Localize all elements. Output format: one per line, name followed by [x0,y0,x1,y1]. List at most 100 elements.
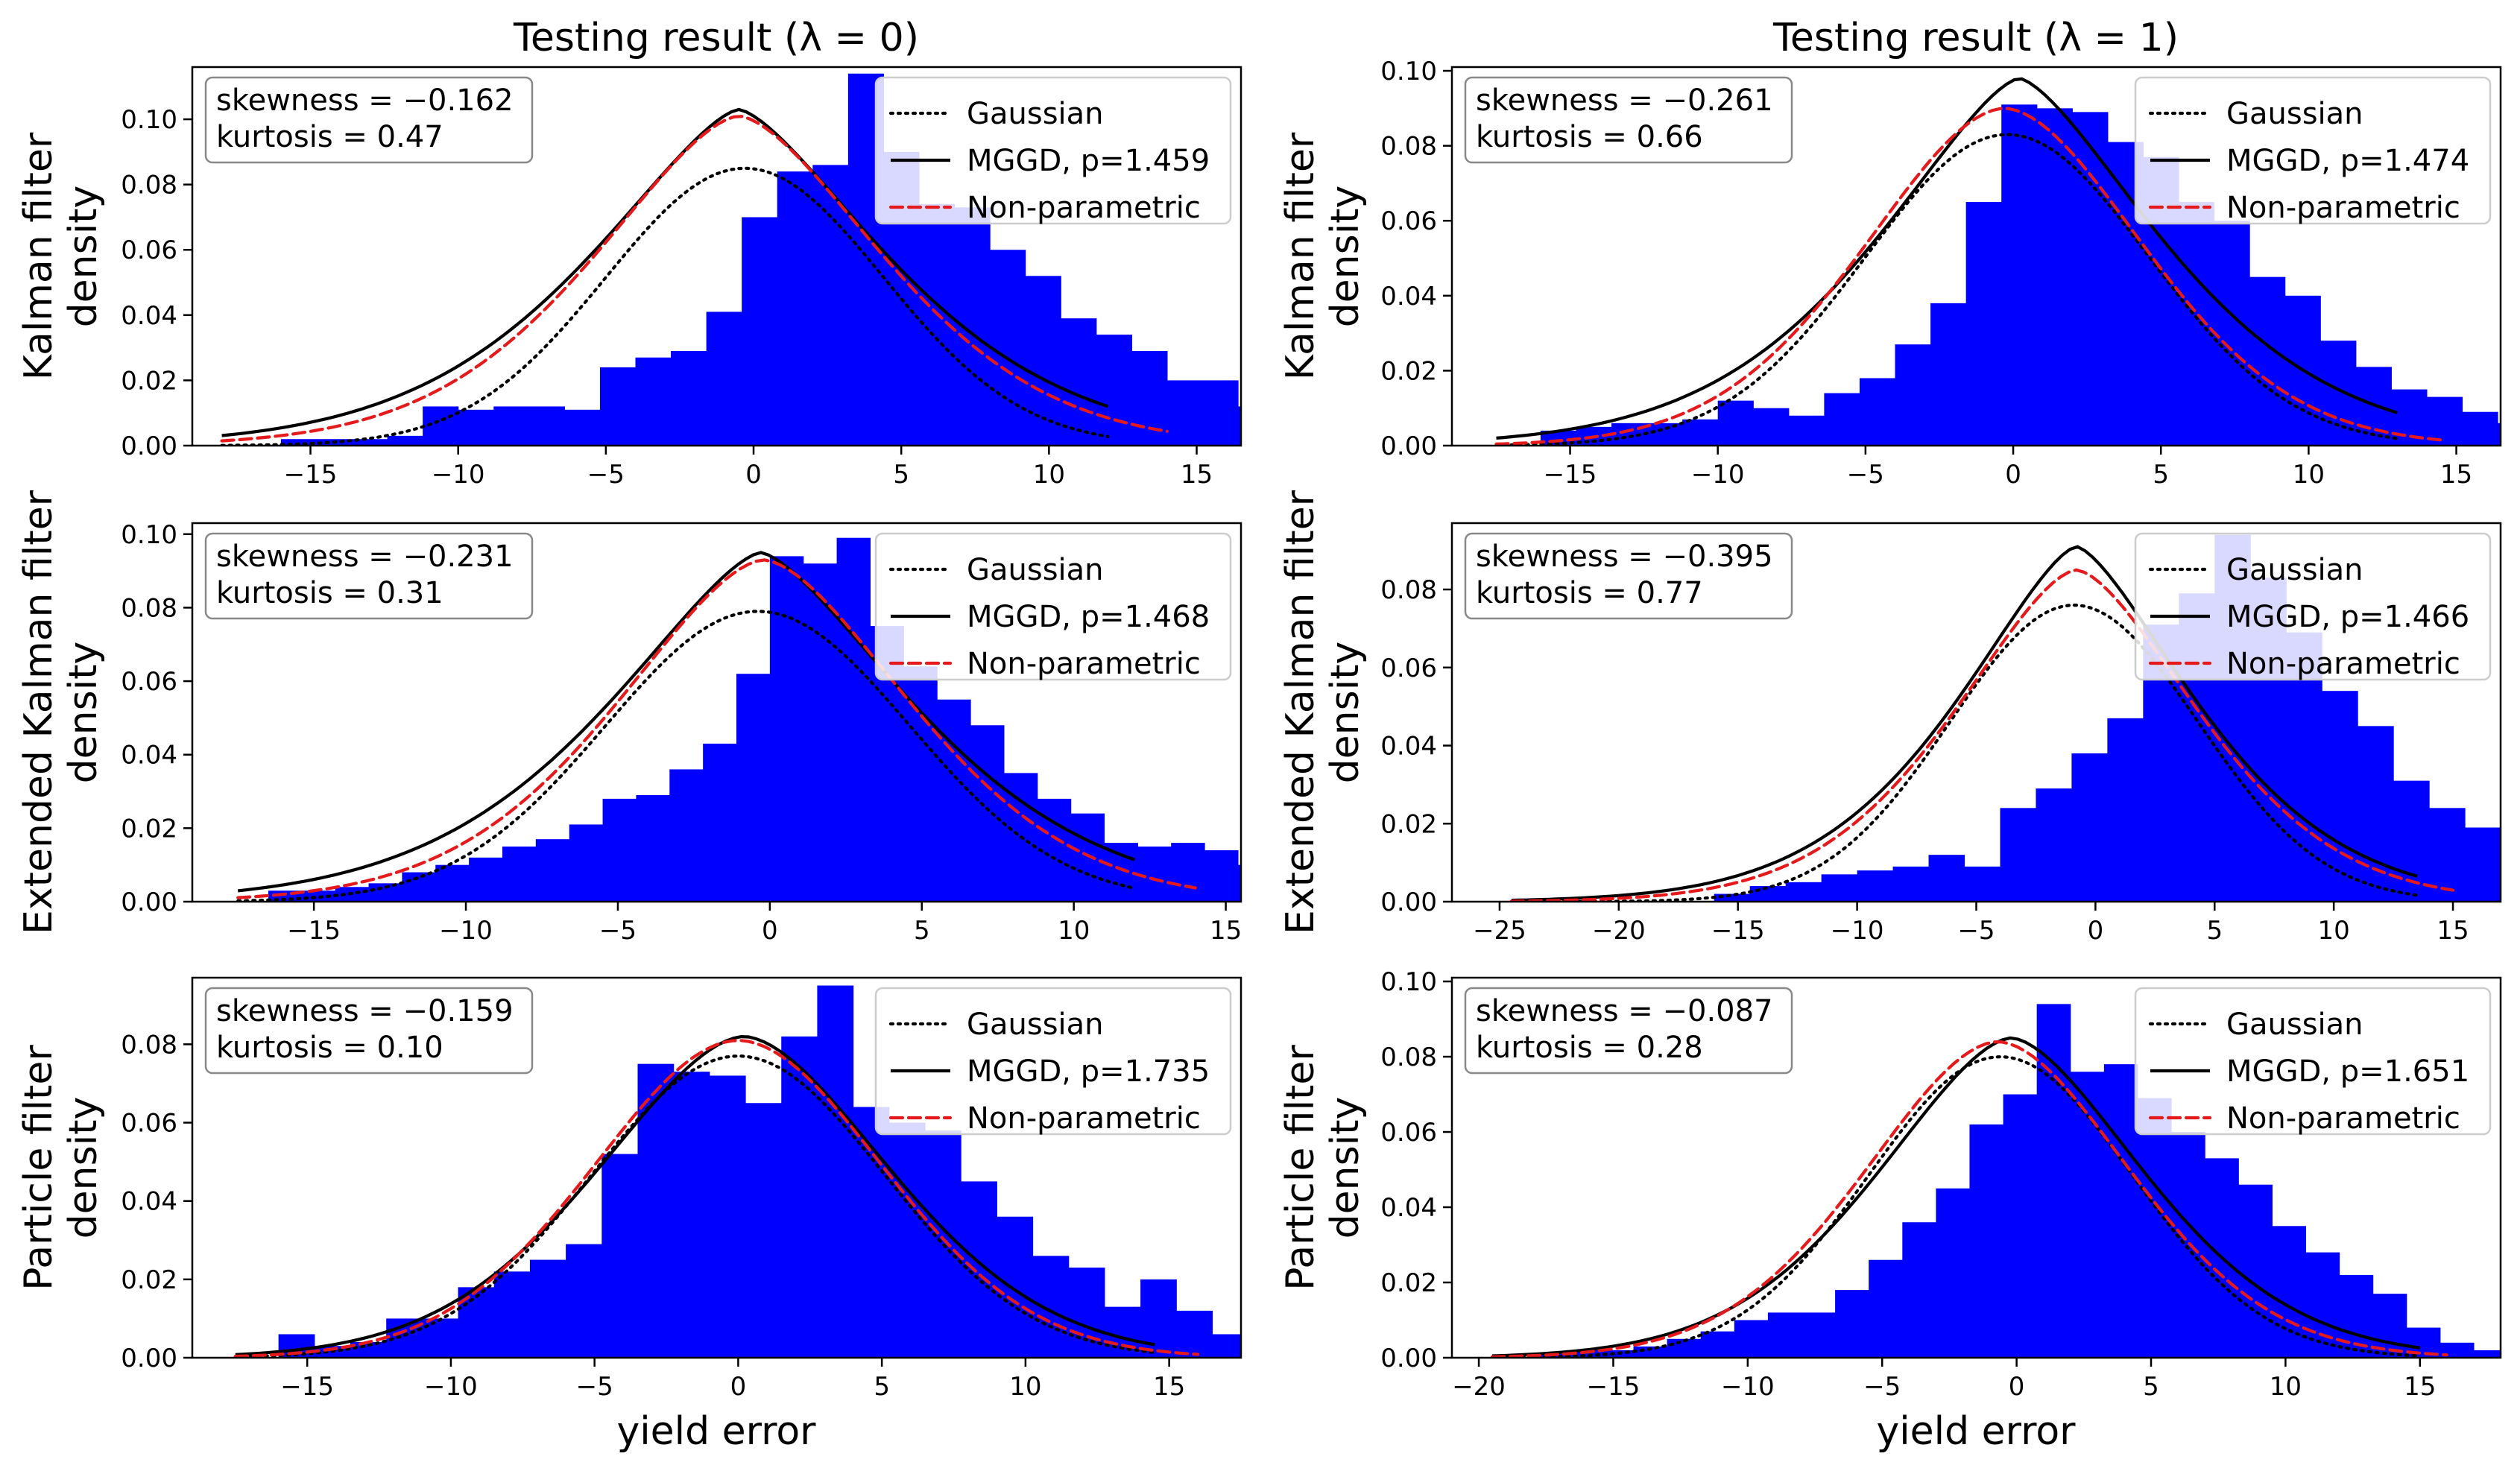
hist-bar [599,367,637,446]
hist-bar [493,1271,531,1358]
legend-gaussian-label: Gaussian [967,1007,1104,1042]
x-tick-label: −5 [599,916,637,946]
hist-bar [435,864,470,902]
legend: Gaussian MGGD, p=1.466 Non-parametric [2134,532,2492,681]
hist-bar [709,1075,746,1358]
hist-bar [2036,788,2073,902]
hist-bar [636,794,670,902]
y-axis-label-line1: Kalman filter [16,132,61,380]
hist-bar [2465,827,2501,902]
legend: Gaussian MGGD, p=1.735 Non-parametric [874,987,1232,1136]
y-axis-label-line2: density [61,1097,106,1239]
y-tick-label: 0.02 [121,1265,177,1295]
hist-bar [1824,393,1860,446]
hist-bar [1717,400,1754,446]
hist-bar [2498,423,2501,446]
hist-bar [1096,335,1132,446]
nonparam-line [236,558,1197,899]
legend-frame [2134,76,2492,225]
stats-box-frame [204,76,534,164]
y-tick-label: 0.02 [121,366,177,396]
y-tick-label: 0.08 [121,1030,177,1060]
hist-bar [2426,396,2463,446]
x-tick-label: −25 [1473,916,1526,946]
y-axis-label-line2: density [61,642,106,784]
x-tick-label: −15 [284,460,338,490]
hist-bar [387,435,423,446]
hist-bar [1140,1279,1177,1358]
legend-mggd-label: MGGD, p=1.651 [2226,1054,2469,1089]
hist-bar [1895,344,1931,446]
x-tick-label: 15 [1210,916,1242,946]
hist-bar [671,351,707,446]
hist-bar [564,409,601,446]
hist-bar [937,699,971,902]
hist-bar [903,666,938,902]
hist-bar [2473,1350,2501,1358]
x-tick-label: 10 [1058,916,1090,946]
hist-bar [2322,691,2358,902]
hist-bar [535,839,570,902]
legend: Gaussian MGGD, p=1.459 Non-parametric [874,76,1232,225]
kurtosis-text: kurtosis = 0.47 [216,120,443,154]
hist-bar [812,165,849,446]
column-title-right: Testing result (λ = 1) [1772,16,2179,60]
hist-bar [1238,406,1241,446]
y-tick-label: 0.02 [1380,356,1437,386]
hist-bar [669,769,704,902]
hist-bar [1025,276,1061,446]
y-tick-label: 0.08 [1380,1043,1437,1072]
legend-mggd-label: MGGD, p=1.459 [967,144,1210,178]
legend: Gaussian MGGD, p=1.474 Non-parametric [2134,76,2492,225]
stats-box-frame [1464,532,1793,620]
hist-bar [2238,1184,2273,1358]
hist-bar [350,1341,387,1358]
x-tick-label: 15 [2440,460,2472,490]
hist-bar [2501,851,2520,902]
hist-bar [1274,420,1310,446]
hist-bar [1785,882,1822,902]
legend-gaussian-label: Gaussian [967,97,1104,131]
nonparam-line [1491,1040,2448,1358]
y-axis-label-line1: Particle filter [1278,1045,1323,1291]
hist-bar [2305,1252,2340,1358]
hist-bar [1284,1350,1321,1358]
y-axis-label-line2: density [1323,642,1368,784]
mggd-line [1492,1036,2421,1358]
skewness-text: skewness = −0.231 [216,540,514,574]
legend-nonparam-label: Non-parametric [2226,191,2460,225]
hist-bar [2137,1098,2172,1358]
hist-bar [1930,303,1967,446]
hist-bar [961,1181,997,1358]
hist-bar [970,725,1005,902]
panel-3: −15 −10 −5 0 5 10 15 0.00 0.02 0.04 0.06 0.08 0.10 Ex… [16,490,1242,946]
hist-bar [601,1154,639,1358]
y-tick-label: 0.06 [1380,1118,1437,1148]
hist-bar [1070,813,1105,902]
x-tick-label: 5 [2153,460,2169,490]
gaussian-line [1509,603,2419,902]
gaussian-line [233,1054,1157,1358]
hist-bar [736,674,771,902]
hist-bar [1892,866,1930,902]
hist-bar [2103,1064,2138,1358]
gaussian-line [220,166,1110,446]
hist-bar [2036,1004,2071,1358]
axes-frame [1450,976,2502,1359]
hist-bar [2214,221,2250,446]
y-axis-label-line1: Kalman filter [1278,132,1323,380]
nonparam-line [233,1039,1200,1358]
y-tick-label: 0.10 [1380,967,1437,997]
hist-bar [566,1244,602,1358]
panel-2: −15 −10 −5 0 5 10 15 0.00 0.02 0.04 0.06 0.08 0.10 Ka… [1278,57,2502,490]
y-tick-label: 0.10 [121,520,177,550]
hist-bar [703,743,737,902]
x-tick-label: 0 [730,1372,747,1402]
y-tick-label: 0.04 [121,741,177,771]
x-tick-label: −5 [587,460,625,490]
axes-frame [191,522,1242,903]
column-title-left: Testing result (λ = 0) [513,16,919,60]
